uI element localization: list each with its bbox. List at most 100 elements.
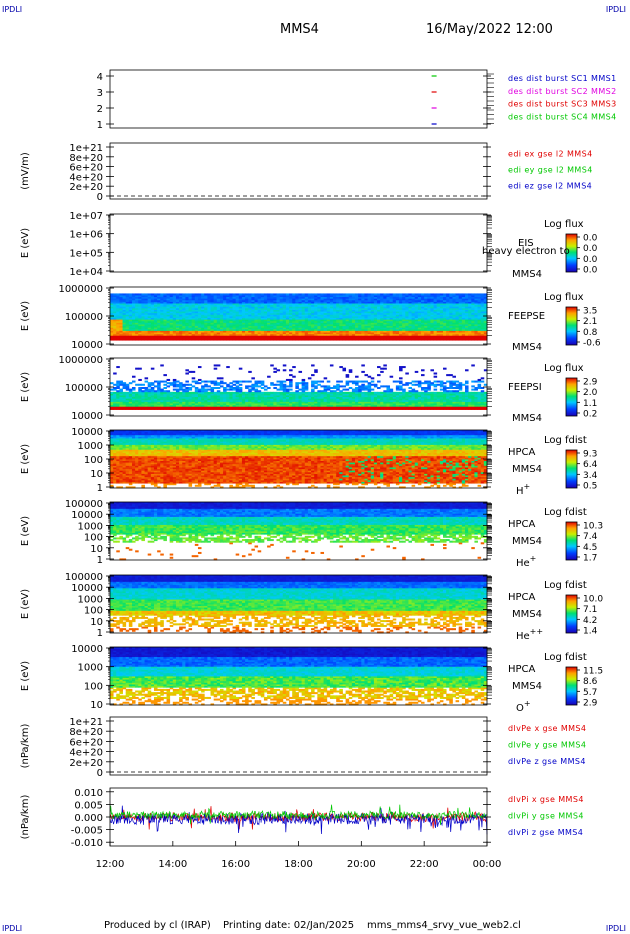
spectrogram-cell xyxy=(150,330,155,333)
spectrogram-cell xyxy=(153,325,158,328)
spectrogram-cell xyxy=(141,330,145,333)
spectrogram-cell xyxy=(380,370,384,373)
spectrogram-cell xyxy=(122,304,127,307)
spectrogram-cell xyxy=(295,390,299,393)
spectrogram-cell xyxy=(125,335,130,338)
spectrogram-cell xyxy=(113,325,117,328)
spectrogram-cell xyxy=(135,314,139,317)
spectrogram-cell xyxy=(179,325,183,328)
spectrogram-cell xyxy=(157,312,161,315)
spectrogram-cell xyxy=(125,328,130,331)
spectrogram-cell xyxy=(160,306,164,309)
spectrogram-cell xyxy=(147,299,152,302)
spectrogram-cell xyxy=(113,307,117,310)
spectrogram-cell xyxy=(122,332,127,335)
spectrogram-cell xyxy=(116,338,120,341)
spectrogram-cell xyxy=(245,293,249,296)
spectrogram-cell xyxy=(163,322,167,325)
spectrogram-cell xyxy=(194,301,199,304)
spectrogram-cell xyxy=(175,320,180,323)
spectrogram-cell xyxy=(122,328,127,331)
spectrogram-cell xyxy=(461,293,466,296)
spectrogram-cell xyxy=(257,390,262,393)
spectrogram-cell xyxy=(348,391,353,394)
spectrogram-cell xyxy=(201,322,205,325)
spectrogram-cell xyxy=(204,380,208,383)
spectrogram-cell xyxy=(163,299,167,302)
spectrogram-cell xyxy=(153,332,158,335)
spectrogram-cell xyxy=(188,298,193,301)
spectrogram-cell xyxy=(172,311,177,314)
spectrogram-cell xyxy=(172,327,177,330)
spectrogram-cell xyxy=(153,314,158,317)
spectrogram-cell xyxy=(377,293,381,296)
spectrogram-cell xyxy=(110,322,114,325)
spectrogram-cell xyxy=(179,317,183,320)
spectrogram-cell xyxy=(150,367,155,370)
spectrogram-cell xyxy=(150,316,155,319)
spectrogram-cell xyxy=(204,328,208,331)
spectrogram-cell xyxy=(185,333,189,336)
spectrogram-cell xyxy=(188,312,193,315)
spectrogram-cell xyxy=(169,293,174,296)
spectrogram-cell xyxy=(144,311,149,314)
spectrogram-cell xyxy=(175,333,180,336)
spectrogram-cell xyxy=(119,295,123,298)
spectrogram-cell xyxy=(150,309,155,312)
spectrogram-cell xyxy=(188,303,193,306)
spectrogram-cell xyxy=(197,330,202,333)
spectrogram-cell xyxy=(169,317,174,320)
spectrogram-cell xyxy=(207,391,211,394)
spectrogram-cell xyxy=(188,325,193,328)
spectrogram-cell xyxy=(144,320,149,323)
spectrogram-cell xyxy=(119,325,123,328)
spectrogram-cell xyxy=(128,324,133,327)
spectrogram-cell xyxy=(131,307,136,310)
spectrogram-cell xyxy=(153,303,158,306)
spectrogram-cell xyxy=(125,324,130,327)
spectrogram-cell xyxy=(175,336,180,339)
spectrogram-cell xyxy=(166,336,171,339)
spectrogram-cell xyxy=(270,391,274,394)
spectrogram-cell xyxy=(172,314,177,317)
spectrogram-cell xyxy=(201,380,205,383)
spectrogram-cell xyxy=(153,322,158,325)
spectrogram-cell xyxy=(361,380,365,383)
spectrogram-cell xyxy=(216,364,221,367)
spectrogram-cell xyxy=(370,388,375,391)
spectrogram-cell xyxy=(169,335,174,338)
spectrogram-cell xyxy=(229,293,233,296)
spectrogram-cell xyxy=(131,332,136,335)
spectrogram-cell xyxy=(116,316,120,319)
spectrogram-cell xyxy=(157,328,161,331)
spectrogram-cell xyxy=(188,304,193,307)
spectrogram-cell xyxy=(182,335,186,338)
spectrogram-cell xyxy=(219,377,224,380)
spectrogram-cell xyxy=(125,391,130,394)
spectrogram-cell xyxy=(380,293,384,296)
spectrogram-cell xyxy=(113,316,117,319)
spectrogram-cell xyxy=(144,296,149,299)
spectrogram-cell xyxy=(119,380,123,383)
spectrogram-cell xyxy=(147,325,152,328)
spectrogram-cell xyxy=(185,298,189,301)
spectrogram-cell xyxy=(119,333,123,336)
spectrogram-cell xyxy=(386,385,391,388)
spectrogram-cell xyxy=(179,298,183,301)
spectrogram-cell xyxy=(110,333,114,336)
spectrogram-cell xyxy=(201,293,205,296)
spectrogram-cell xyxy=(163,374,167,377)
spectrogram-cell xyxy=(110,295,114,298)
spectrogram-cell xyxy=(351,293,356,296)
spectrogram-cell xyxy=(153,390,158,393)
spectrogram-cell xyxy=(210,380,215,383)
spectrogram-cell xyxy=(241,391,246,394)
spectrogram-cell xyxy=(188,314,193,317)
spectrogram-cell xyxy=(355,380,359,383)
spectrogram-cell xyxy=(125,301,130,304)
spectrogram-cell xyxy=(191,391,196,394)
spectrogram-cell xyxy=(116,309,120,312)
spectrogram-cell xyxy=(314,385,318,388)
spectrogram-cell xyxy=(191,311,196,314)
spectrogram-cell xyxy=(128,314,133,317)
